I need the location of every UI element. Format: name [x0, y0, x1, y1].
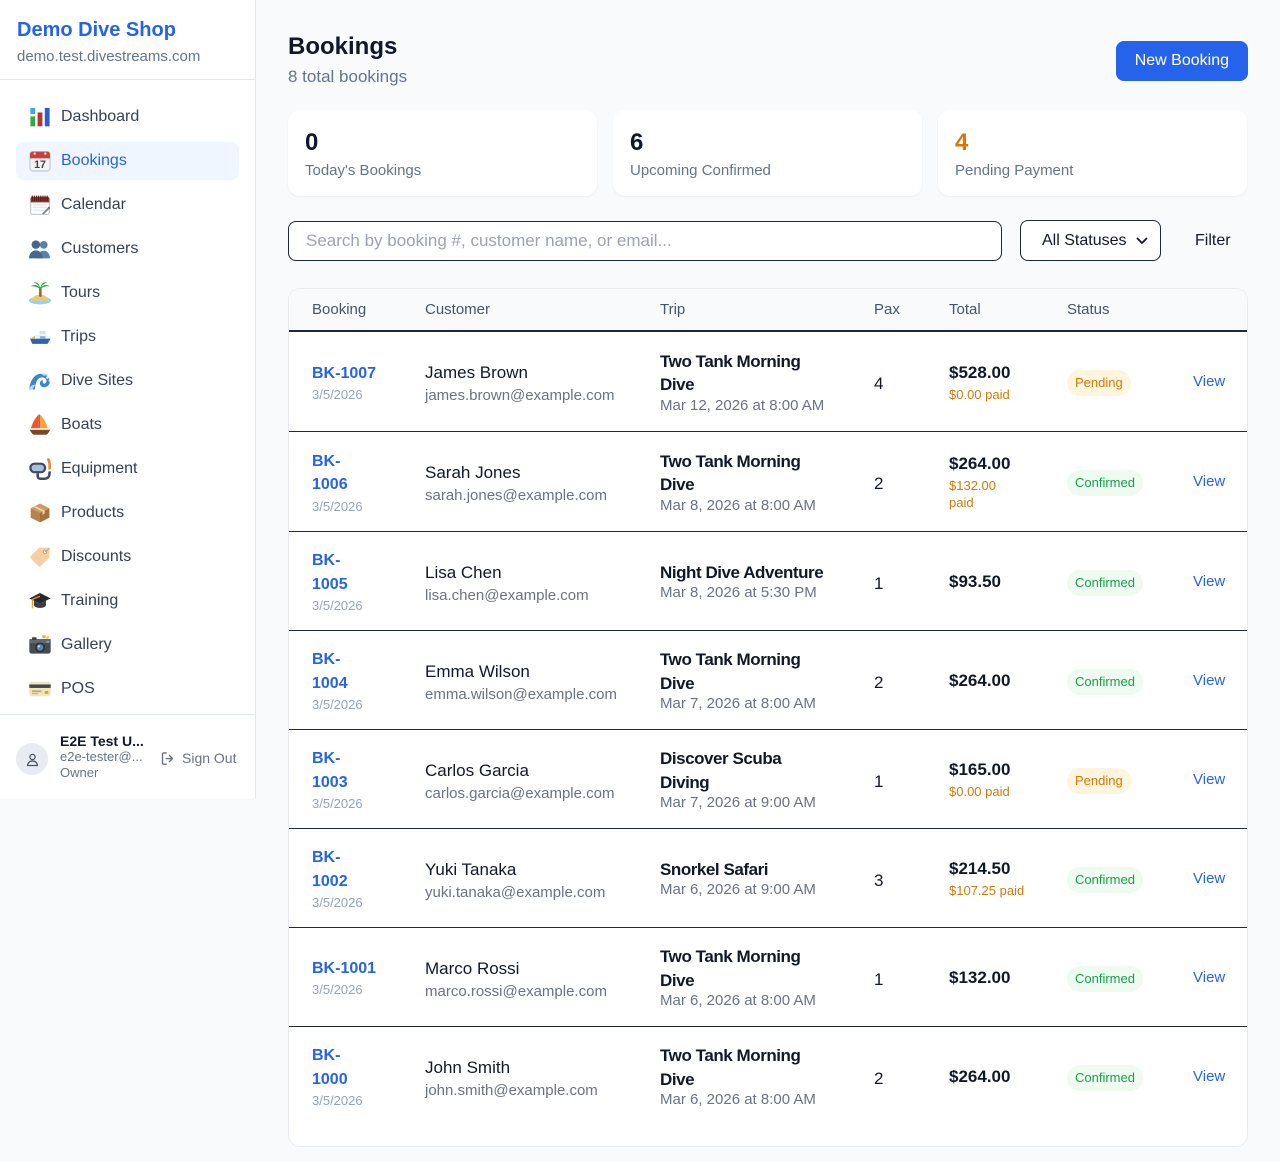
svg-text:17: 17: [34, 159, 46, 171]
